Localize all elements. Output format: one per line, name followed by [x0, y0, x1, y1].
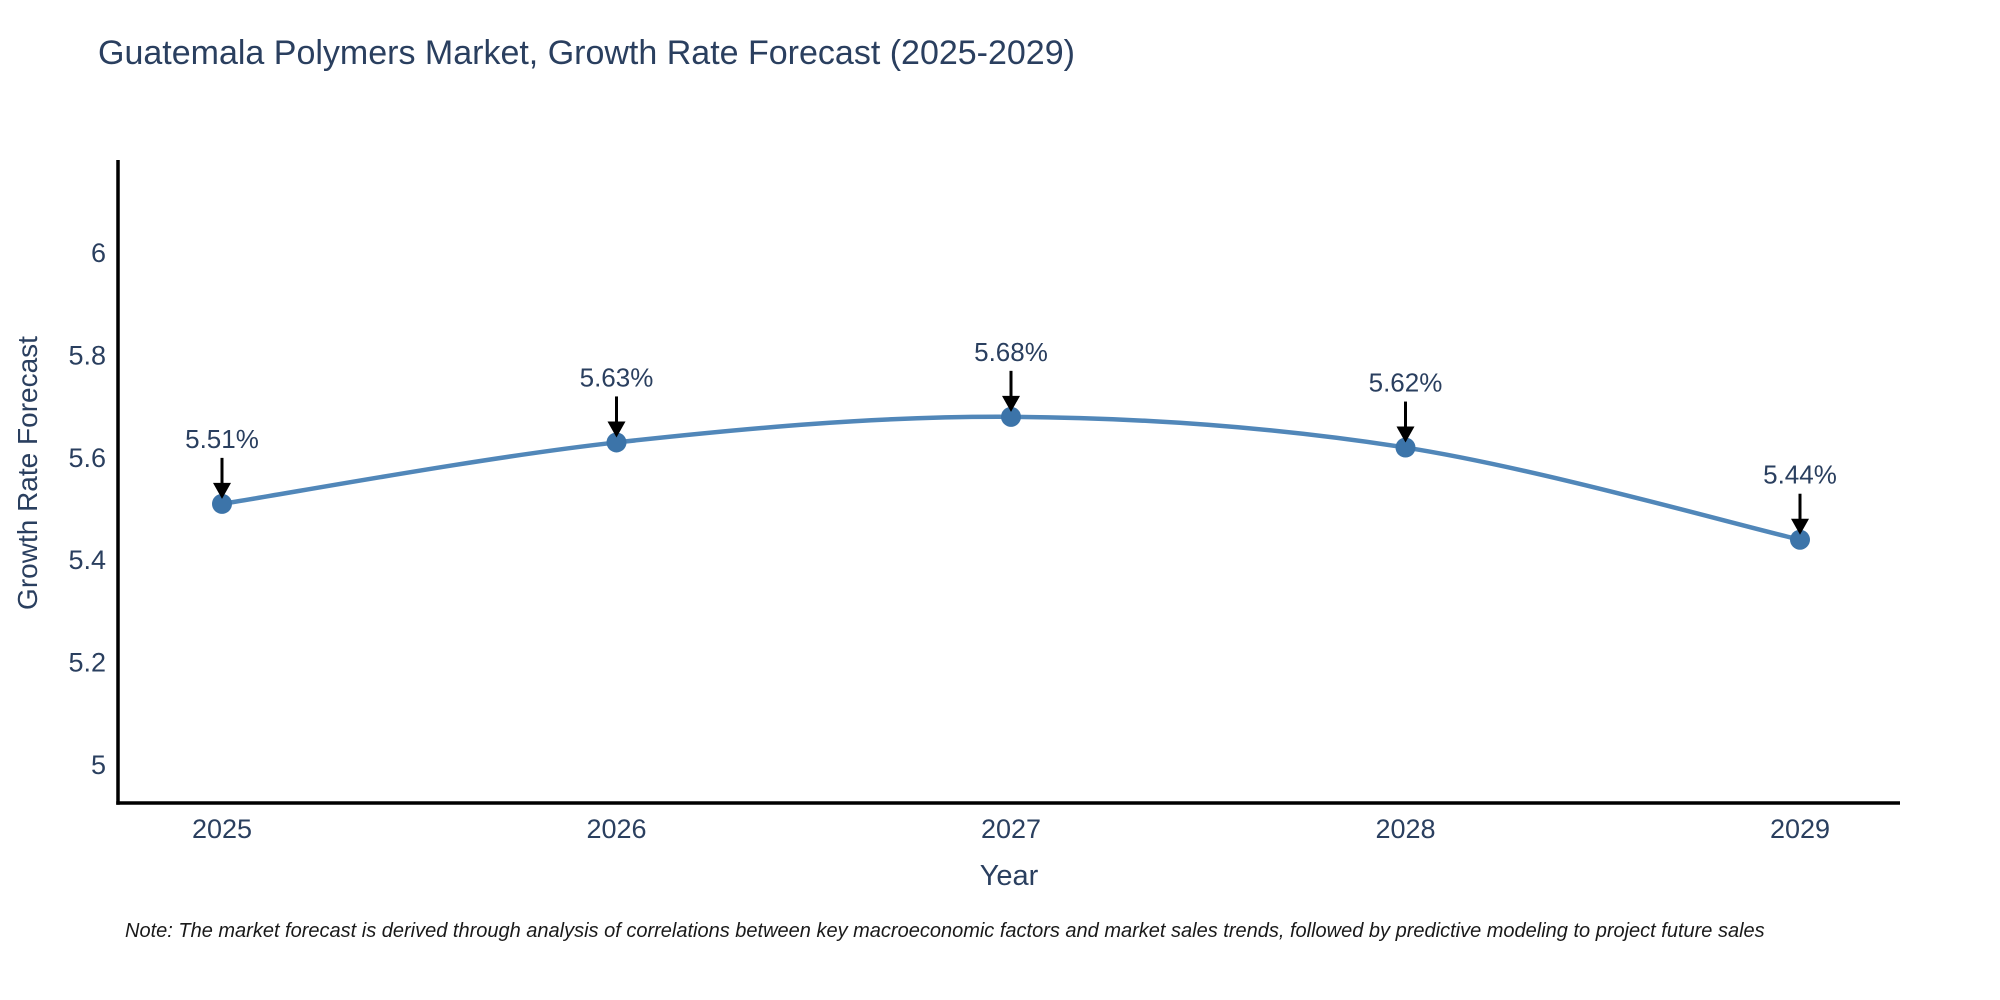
- trend-line: [219, 414, 1803, 542]
- y-tick-label: 5.6: [68, 443, 106, 473]
- data-point-marker: [1001, 406, 1021, 427]
- y-tick-label: 5.8: [68, 340, 106, 370]
- y-tick-label: 6: [91, 238, 106, 268]
- annotation-arrowhead: [1002, 395, 1020, 412]
- annotation-arrowhead: [1396, 426, 1415, 443]
- x-tick-label: 2027: [981, 814, 1041, 844]
- annotation-arrowhead: [213, 482, 231, 499]
- x-axis-title: Year: [979, 860, 1039, 892]
- footnote: Note: The market forecast is derived thr…: [125, 920, 1765, 942]
- data-point-marker: [1395, 437, 1416, 458]
- point-value-label: 5.51%: [185, 424, 259, 454]
- x-tick-label: 2025: [192, 814, 252, 844]
- data-point-marker: [212, 493, 232, 514]
- data-point-marker: [1790, 529, 1810, 550]
- point-value-label: 5.68%: [974, 337, 1048, 367]
- y-axis-title: Growth Rate Forecast: [12, 336, 43, 610]
- point-value-label: 5.63%: [580, 362, 654, 392]
- chart-title: Guatemala Polymers Market, Growth Rate F…: [98, 34, 1075, 72]
- x-tick-label: 2026: [586, 814, 646, 844]
- annotation-arrowhead: [1791, 518, 1809, 535]
- annotation-arrowhead: [607, 421, 626, 438]
- y-tick-label: 5.2: [68, 648, 106, 678]
- y-tick-label: 5: [91, 750, 106, 780]
- x-tick-label: 2029: [1770, 814, 1830, 844]
- x-tick-label: 2028: [1375, 814, 1435, 844]
- y-tick-label: 5.4: [68, 545, 106, 575]
- point-value-label: 5.62%: [1369, 368, 1443, 398]
- data-point-marker: [606, 432, 627, 453]
- point-value-label: 5.44%: [1763, 460, 1837, 490]
